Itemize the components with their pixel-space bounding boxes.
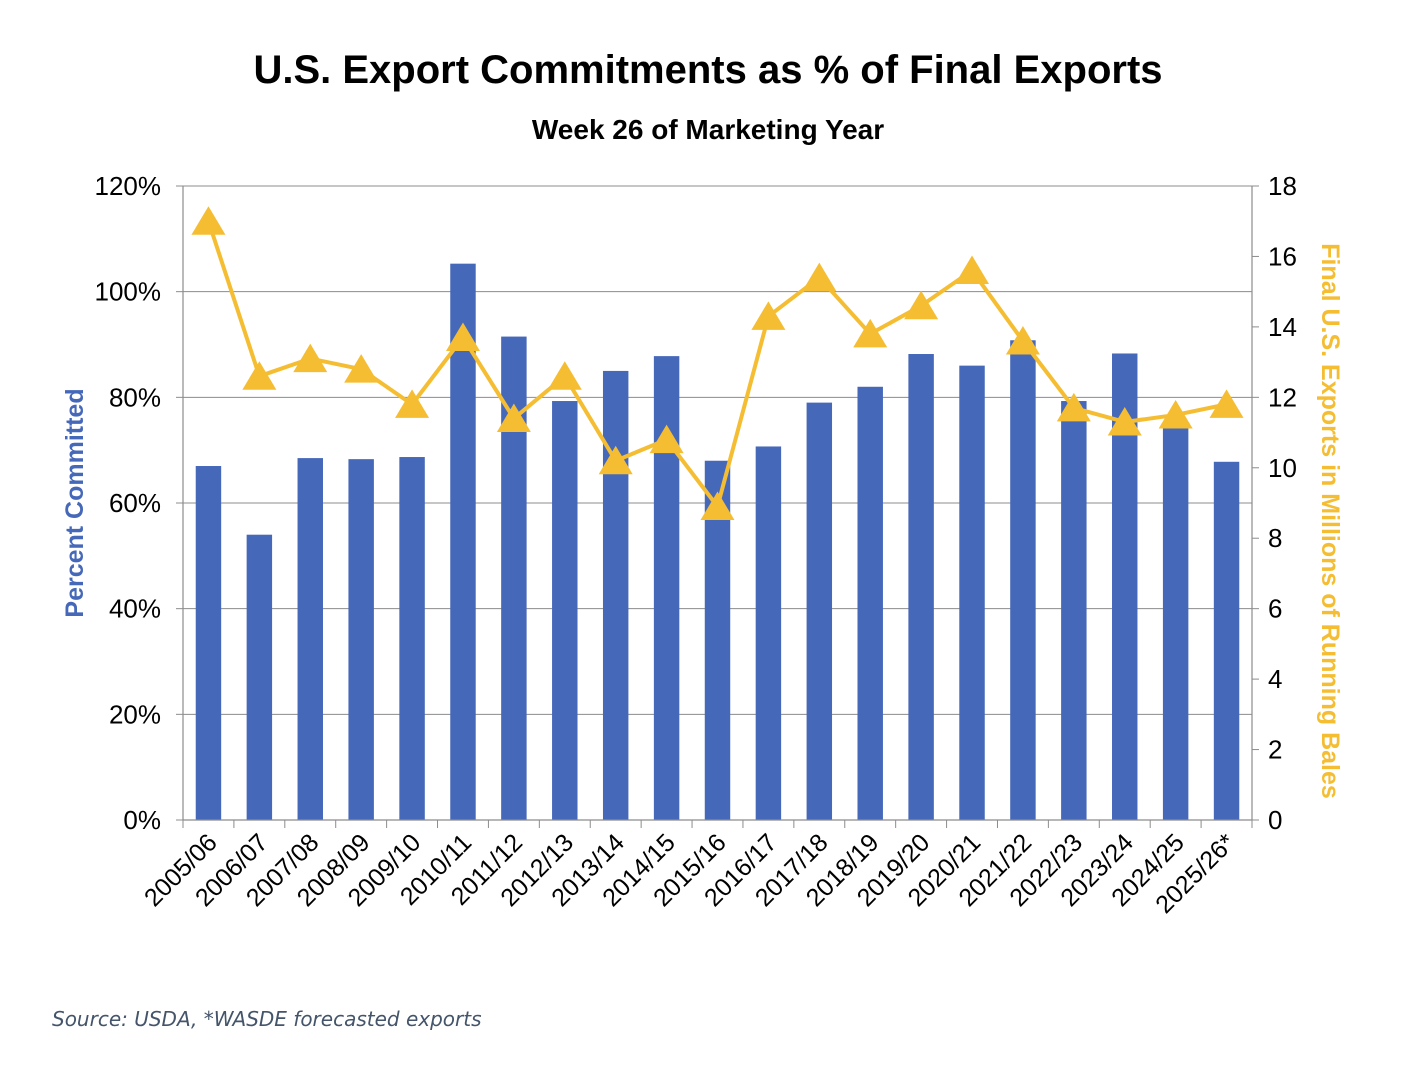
line-point [395, 389, 430, 418]
chart-title: U.S. Export Commitments as % of Final Ex… [253, 48, 1162, 92]
bar [246, 534, 273, 820]
line-point [598, 445, 633, 475]
y2-tick-label: 4 [1268, 664, 1282, 694]
line-point [700, 491, 735, 521]
bar [195, 466, 222, 820]
line-point [904, 290, 939, 320]
bar [959, 365, 985, 820]
y2-tick-label: 16 [1268, 241, 1297, 271]
y-tick-label: 80% [109, 382, 161, 412]
y-tick-label: 60% [109, 488, 161, 518]
bar [602, 370, 629, 820]
line-point [1158, 399, 1193, 429]
line-point [344, 354, 379, 383]
line-point [1005, 325, 1040, 355]
bar [857, 386, 883, 820]
y2-tick-label: 6 [1268, 594, 1282, 624]
y2-tick-label: 8 [1268, 523, 1282, 553]
y2-tick-label: 0 [1268, 805, 1282, 835]
y2-axis-title: Final U.S. Exports in Millions of Runnin… [1316, 243, 1344, 799]
line-point [955, 255, 990, 285]
bar-series [195, 263, 1240, 820]
line-point [802, 262, 837, 292]
line-point [1056, 392, 1091, 422]
line-point [547, 361, 582, 390]
bar [348, 459, 374, 820]
bar [1010, 340, 1036, 820]
bar [297, 458, 323, 820]
y-tick-label: 0% [123, 805, 161, 835]
y-tick-label: 120% [95, 171, 162, 201]
line-point [293, 343, 328, 373]
bar [755, 446, 782, 820]
y2-tick-label: 2 [1268, 735, 1282, 765]
bar [1162, 423, 1189, 820]
y2-tick-label: 10 [1268, 453, 1297, 483]
line-point [445, 322, 480, 351]
line-point [649, 424, 684, 454]
bar [1213, 461, 1240, 820]
bar [1061, 401, 1087, 820]
y-axis-title: Percent Committed [61, 388, 89, 617]
line-point [191, 206, 226, 235]
y-tick-label: 40% [109, 594, 161, 624]
line-point [242, 361, 277, 390]
bar [399, 457, 425, 820]
bar [552, 401, 578, 820]
source-note: Source: USDA, *WASDE forecasted exports [52, 1007, 482, 1031]
y2-tick-label: 12 [1268, 382, 1297, 412]
line-point [1107, 406, 1142, 436]
chart-subtitle: Week 26 of Marketing Year [532, 114, 884, 145]
line-point [1209, 389, 1244, 418]
y-tick-label: 100% [95, 277, 162, 307]
line-series [191, 206, 1244, 521]
bar [908, 354, 934, 820]
axes [176, 185, 1259, 828]
bar [806, 402, 833, 820]
y-tick-label: 20% [109, 699, 161, 729]
y2-tick-label: 14 [1268, 312, 1297, 342]
line-point [853, 318, 888, 348]
line-point [496, 403, 531, 432]
y2-tick-label: 18 [1268, 171, 1297, 201]
line-point [751, 301, 786, 330]
bar [450, 263, 476, 820]
bar [704, 460, 731, 820]
